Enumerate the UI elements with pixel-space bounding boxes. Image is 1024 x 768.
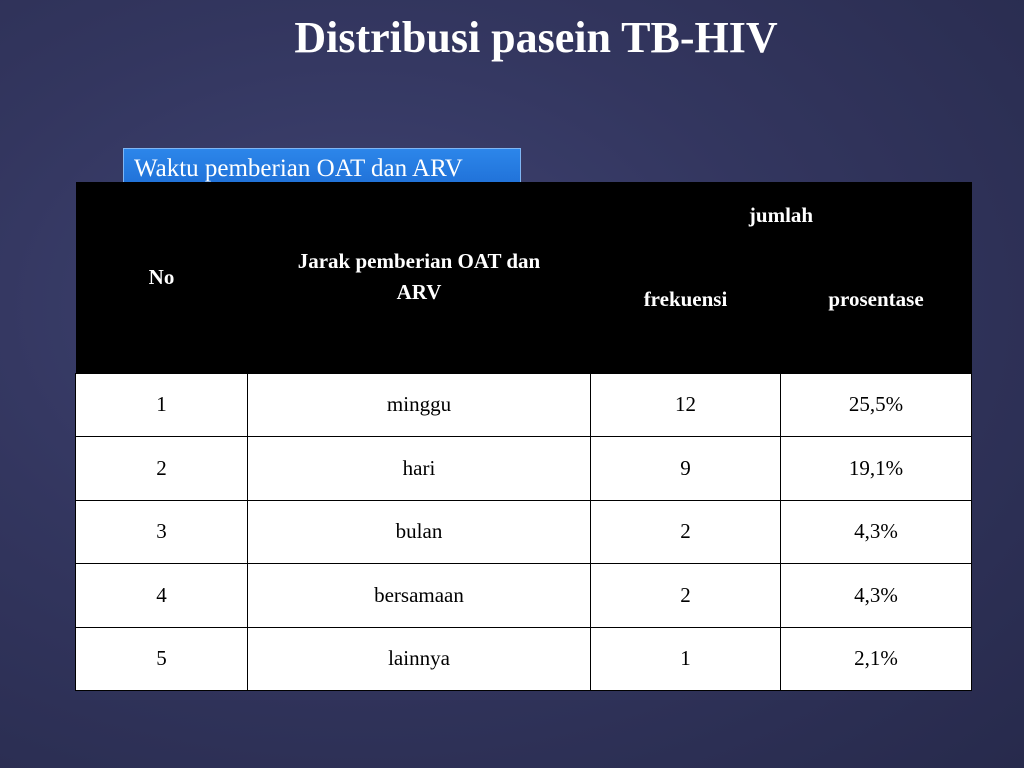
cell-prosentase: 4,3% (780, 499, 972, 564)
header-frekuensi: frekuensi (590, 247, 781, 373)
table-header: No Jarak pemberian OAT dan ARV jumlah fr… (75, 182, 972, 373)
header-jarak-label: Jarak pemberian OAT dan ARV (297, 249, 541, 305)
table-row: 5 lainnya 1 2,1% (75, 626, 972, 691)
cell-jarak: bersamaan (247, 563, 591, 628)
cell-frekuensi: 1 (590, 626, 781, 691)
cell-jarak: minggu (247, 372, 591, 437)
header-no: No (75, 182, 248, 373)
header-prosentase: prosentase (780, 247, 972, 373)
table-row: 1 minggu 12 25,5% (75, 372, 972, 437)
cell-jarak: hari (247, 436, 591, 501)
cell-frekuensi: 2 (590, 499, 781, 564)
header-jumlah: jumlah (590, 182, 972, 247)
header-jarak: Jarak pemberian OAT dan ARV (247, 182, 591, 373)
table-body: 1 minggu 12 25,5% 2 hari 9 19,1% 3 bulan… (75, 372, 972, 691)
cell-jarak: bulan (247, 499, 591, 564)
cell-frekuensi: 9 (590, 436, 781, 501)
cell-jarak: lainnya (247, 626, 591, 691)
table-row: 2 hari 9 19,1% (75, 436, 972, 501)
cell-prosentase: 4,3% (780, 563, 972, 628)
cell-no: 1 (75, 372, 248, 437)
slide-title: Distribusi pasein TB-HIV (294, 13, 778, 62)
cell-prosentase: 19,1% (780, 436, 972, 501)
data-table: No Jarak pemberian OAT dan ARV jumlah fr… (75, 182, 972, 691)
cell-no: 4 (75, 563, 248, 628)
cell-no: 3 (75, 499, 248, 564)
cell-prosentase: 25,5% (780, 372, 972, 437)
cell-prosentase: 2,1% (780, 626, 972, 691)
table-row: 4 bersamaan 2 4,3% (75, 563, 972, 628)
cell-no: 5 (75, 626, 248, 691)
table-row: 3 bulan 2 4,3% (75, 499, 972, 564)
cell-frekuensi: 2 (590, 563, 781, 628)
cell-no: 2 (75, 436, 248, 501)
cell-frekuensi: 12 (590, 372, 781, 437)
